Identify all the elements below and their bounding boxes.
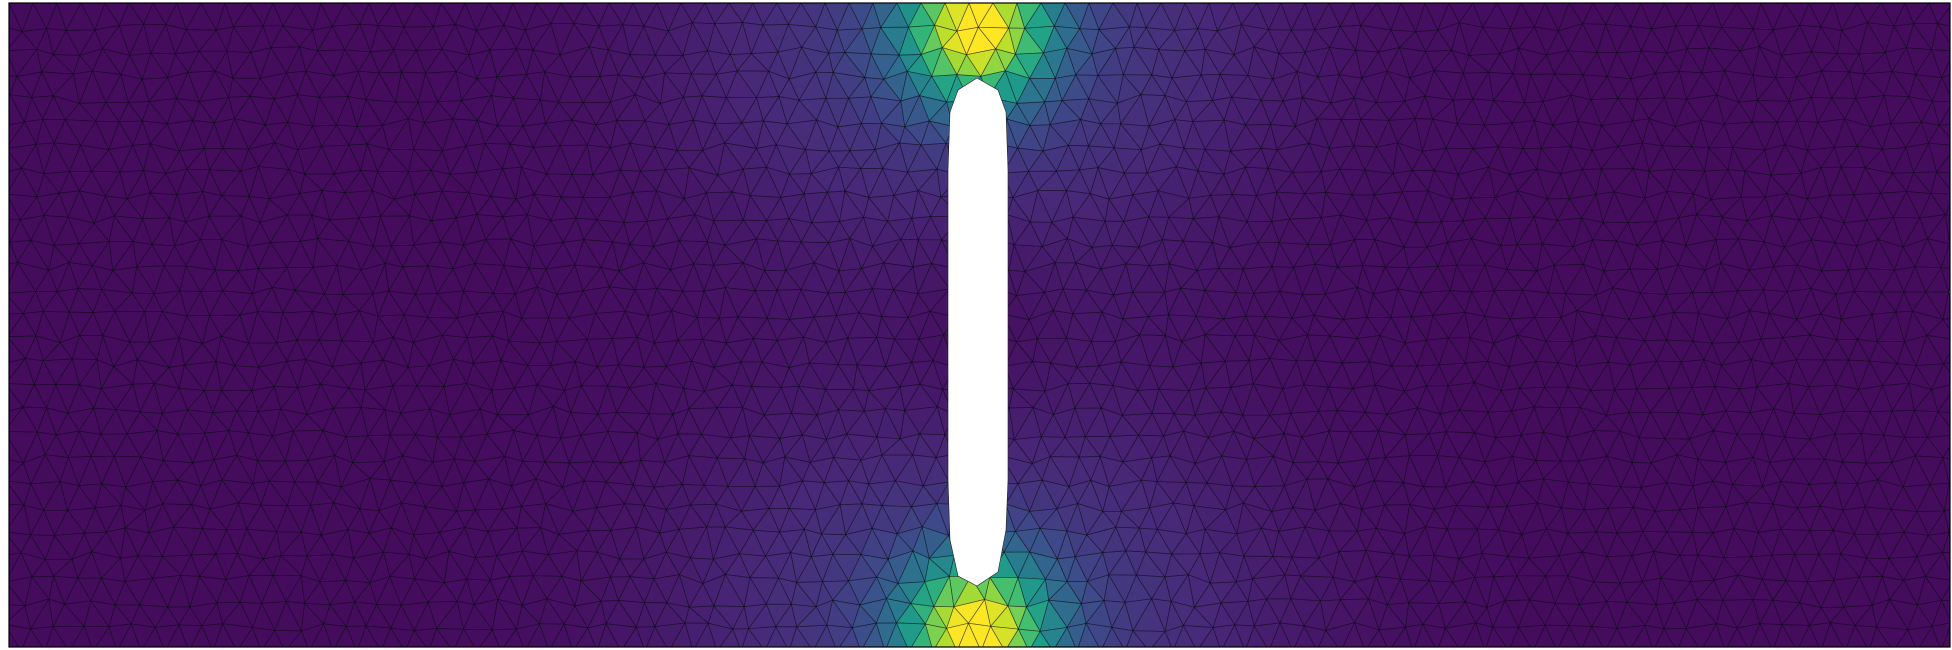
mesh-element — [0, 314, 7, 337]
mesh-element — [0, 457, 6, 485]
mesh-element — [1938, 124, 1950, 139]
mesh-element — [1936, 23, 1950, 45]
mesh-element — [0, 582, 6, 605]
mesh-element — [1936, 154, 1950, 174]
mesh-element — [0, 415, 5, 436]
mesh-element — [0, 481, 6, 503]
mesh-element — [0, 127, 6, 148]
mesh-element — [1941, 59, 1950, 79]
mesh-edge — [0, 25, 7, 51]
mesh-element — [0, 336, 7, 365]
mesh-element — [0, 604, 5, 628]
mesh-element — [0, 529, 5, 557]
mesh-element — [0, 556, 6, 583]
stress-field-layer — [0, 3, 1950, 650]
mesh-element — [0, 383, 6, 415]
mesh-edge — [9, 3, 10, 4]
mesh-element — [0, 266, 6, 294]
mesh-element — [0, 148, 6, 175]
mesh-edge — [0, 50, 7, 75]
mesh-element — [1937, 6, 1950, 27]
mesh-element — [0, 624, 5, 650]
mesh-element — [0, 50, 7, 75]
mesh-element — [1938, 106, 1950, 126]
mesh-element — [0, 191, 7, 221]
mesh-element — [9, 3, 10, 4]
mesh-element — [0, 175, 7, 194]
mesh-element — [1941, 74, 1950, 96]
mesh-element — [0, 287, 6, 314]
mesh-element — [0, 366, 6, 386]
mesh-element — [1936, 171, 1950, 190]
mesh-element — [0, 431, 5, 457]
mesh-element — [0, 25, 7, 51]
mesh-element — [0, 503, 5, 532]
